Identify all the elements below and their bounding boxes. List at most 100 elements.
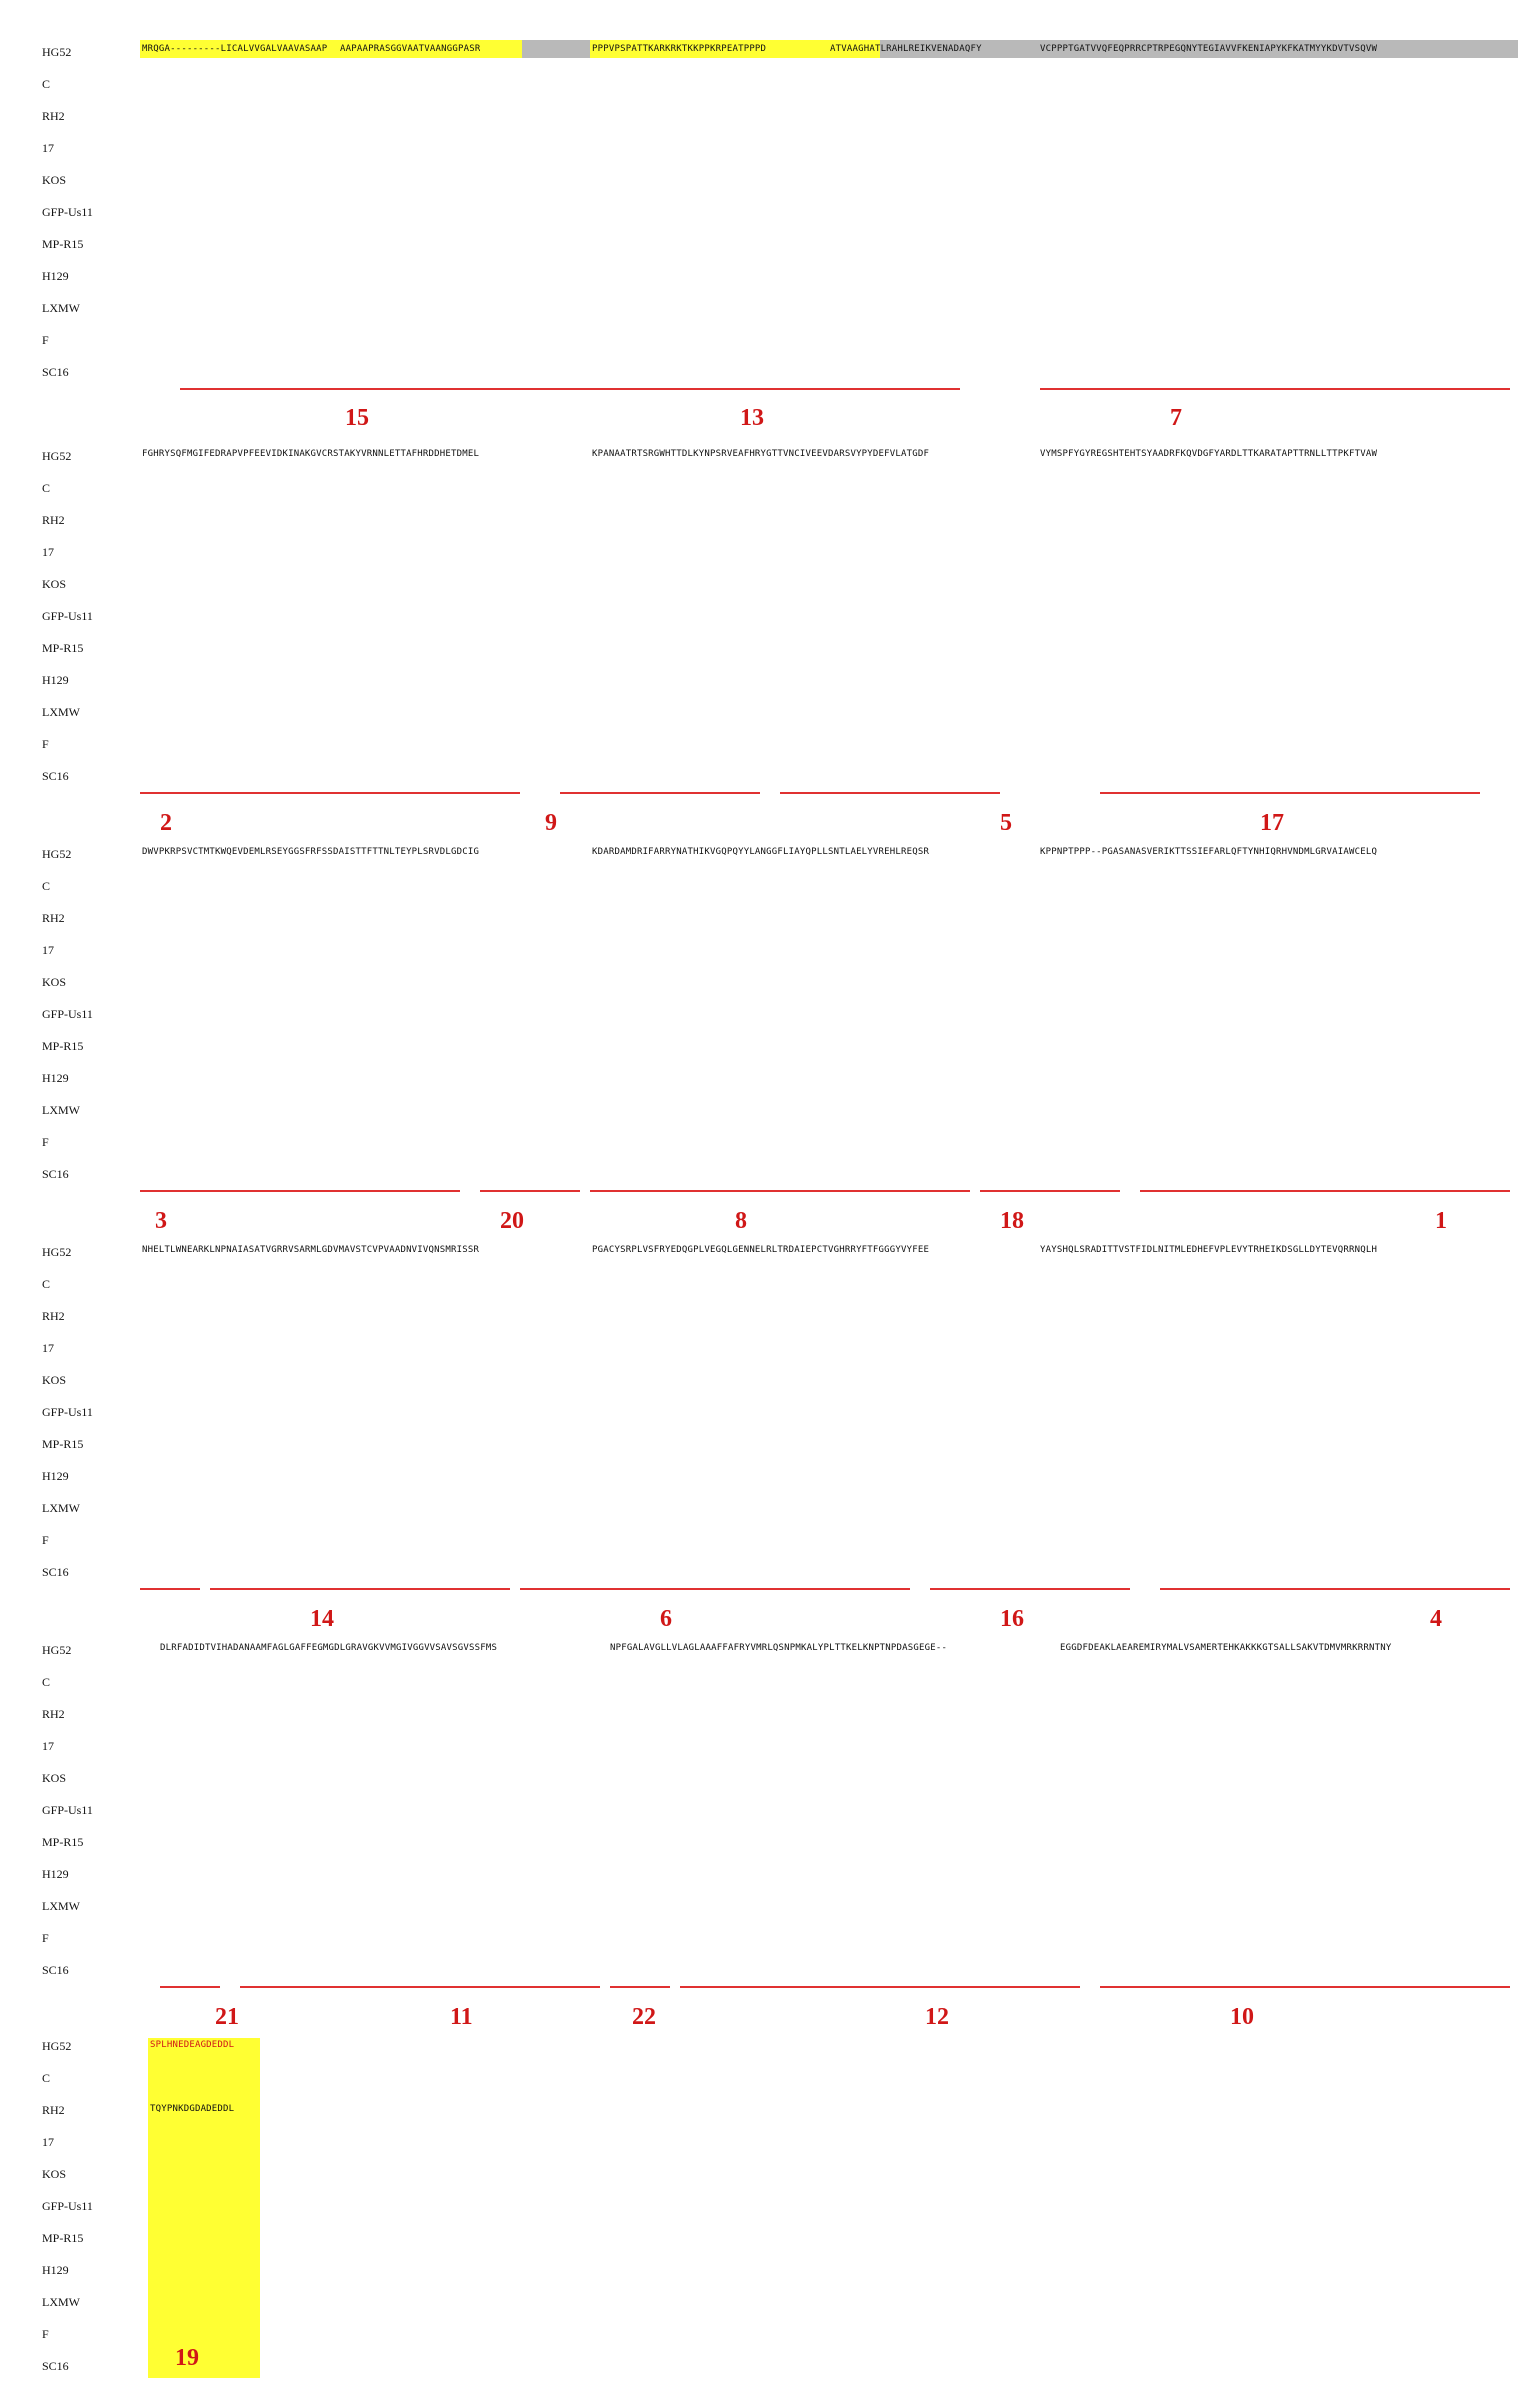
strain-label: LXMW — [42, 705, 80, 719]
alignment-row: GFP-Us11 — [0, 1800, 1518, 1822]
strain-label: 17 — [42, 943, 54, 957]
sequence-text: TQYPNKDGDADEDDL — [150, 2104, 235, 2114]
alignment-row: MP-R15 — [0, 1832, 1518, 1854]
strain-label: GFP-Us11 — [42, 1405, 93, 1419]
strain-label: F — [42, 1135, 49, 1149]
strain-label: H129 — [42, 673, 69, 687]
region-number: 14 — [310, 1606, 334, 1632]
alignment-row: KOS — [0, 574, 1518, 596]
alignment-row: F — [0, 1928, 1518, 1950]
sequence-text: ATVAAGHATLRAHLREIKVENADAQFY — [830, 44, 982, 54]
region-number: 18 — [1000, 1208, 1024, 1234]
region-arrow — [980, 1190, 1120, 1192]
region-number: 20 — [500, 1208, 524, 1234]
region-number: 17 — [1260, 810, 1284, 836]
strain-label: F — [42, 1533, 49, 1547]
strain-label: MP-R15 — [42, 2231, 84, 2245]
region-number: 16 — [1000, 1606, 1024, 1632]
alignment-row: LXMW — [0, 1100, 1518, 1122]
strain-label: C — [42, 481, 51, 495]
alignment-row: RH2 — [0, 908, 1518, 930]
sequence-text: EGGDFDEAKLAEAREMIRYMALVSAMERTEHKAKKKGTSA… — [1060, 1643, 1392, 1653]
yellow-highlight — [140, 40, 522, 58]
sequence-text: AAPAAPRASGGVAATVAANGGPASR — [340, 44, 481, 54]
region-number: 7 — [1170, 405, 1182, 431]
strain-label: SC16 — [42, 1167, 69, 1181]
alignment-row: 17 — [0, 542, 1518, 564]
strain-label: MP-R15 — [42, 1437, 84, 1451]
alignment-row: C — [0, 74, 1518, 96]
strain-label: C — [42, 2071, 51, 2085]
region-number: 22 — [632, 2004, 656, 2030]
region-arrow — [210, 1588, 510, 1590]
sequence-text: SPLHNEDEAGDEDDL — [150, 2040, 235, 2050]
strain-label: 17 — [42, 545, 54, 559]
strain-label: C — [42, 879, 51, 893]
region-arrow — [140, 1588, 200, 1590]
region-arrow — [1160, 1588, 1510, 1590]
alignment-row: LXMW — [0, 702, 1518, 724]
strain-label: F — [42, 2327, 49, 2341]
sequence-text: KPANAATRTSRGWHTTDLKYNPSRVEAFHRYGTTVNCIVE… — [592, 449, 930, 459]
region-number: 9 — [545, 810, 557, 836]
alignment-row: F — [0, 734, 1518, 756]
strain-label: LXMW — [42, 301, 80, 315]
alignment-row: HG52 — [0, 446, 1518, 468]
alignment-row: SC16 — [0, 362, 1518, 384]
alignment-row: KOS — [0, 1768, 1518, 1790]
strain-label: C — [42, 1675, 51, 1689]
alignment-row: H129 — [0, 1864, 1518, 1886]
strain-label: HG52 — [42, 1245, 72, 1259]
alignment-row: MP-R15 — [0, 234, 1518, 256]
alignment-row: RH2 — [0, 106, 1518, 128]
alignment-row: C — [0, 1672, 1518, 1694]
strain-label: F — [42, 333, 49, 347]
strain-label: RH2 — [42, 109, 65, 123]
region-number: 2 — [160, 810, 172, 836]
alignment-row: GFP-Us11 — [0, 606, 1518, 628]
strain-label: C — [42, 77, 51, 91]
sequence-text: DWVPKRPSVCTMTKWQEVDEMLRSEYGGSFRFSSDAISTT… — [142, 847, 480, 857]
strain-label: H129 — [42, 1867, 69, 1881]
alignment-row: F — [0, 330, 1518, 352]
strain-label: GFP-Us11 — [42, 2199, 93, 2213]
alignment-row: KOS — [0, 972, 1518, 994]
region-arrow — [680, 1986, 1080, 1988]
strain-label: KOS — [42, 577, 67, 591]
alignment-row: GFP-Us11 — [0, 2196, 1518, 2218]
region-arrow — [180, 388, 600, 390]
strain-label: MP-R15 — [42, 237, 84, 251]
strain-label: KOS — [42, 1373, 67, 1387]
strain-label: RH2 — [42, 1707, 65, 1721]
region-arrow — [1100, 1986, 1510, 1988]
region-arrow — [1040, 388, 1510, 390]
region-number: 6 — [660, 1606, 672, 1632]
region-number: 21 — [215, 2004, 239, 2030]
sequence-text: NHELTLWNEARKLNPNAIASATVGRRVSARMLGDVMAVST… — [142, 1245, 480, 1255]
alignment-row: RH2 — [0, 1306, 1518, 1328]
region-arrow — [240, 1986, 600, 1988]
strain-label: SC16 — [42, 365, 69, 379]
region-number: 3 — [155, 1208, 167, 1234]
strain-label: RH2 — [42, 911, 65, 925]
region-number: 19 — [175, 2345, 199, 2371]
strain-label: KOS — [42, 1771, 67, 1785]
strain-label: H129 — [42, 2263, 69, 2277]
alignment-row: H129 — [0, 670, 1518, 692]
strain-label: HG52 — [42, 45, 72, 59]
alignment-row: SC16 — [0, 766, 1518, 788]
alignment-row: GFP-Us11 — [0, 1004, 1518, 1026]
alignment-row: HG52 — [0, 1242, 1518, 1264]
strain-label: RH2 — [42, 1309, 65, 1323]
alignment-row: RH2 — [0, 1704, 1518, 1726]
strain-label: GFP-Us11 — [42, 1803, 93, 1817]
sequence-text: VYMSPFYGYREGSHTEHTSYAADRFKQVDGFYARDLTTKA… — [1040, 449, 1378, 459]
alignment-row: F — [0, 2324, 1518, 2346]
alignment-row: RH2 — [0, 2100, 1518, 2122]
alignment-row: C — [0, 2068, 1518, 2090]
alignment-row: MP-R15 — [0, 638, 1518, 660]
sequence-text: KDARDAMDRIFARRYNATHIKVGQPQYYLANGGFLIAYQP… — [592, 847, 930, 857]
sequence-text: PPPVPSPATTKARKRKTKKPPKRPEATPPPD — [592, 44, 767, 54]
alignment-row: MP-R15 — [0, 1434, 1518, 1456]
alignment-row: LXMW — [0, 2292, 1518, 2314]
